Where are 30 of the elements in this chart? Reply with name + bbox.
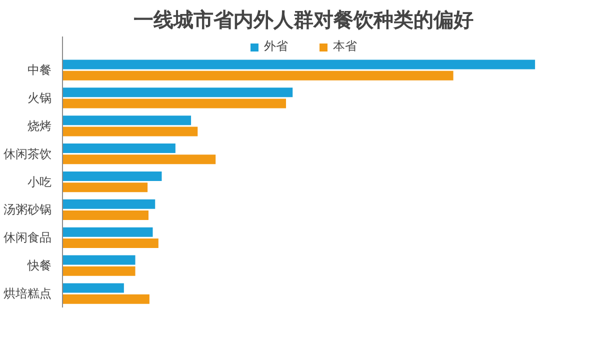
bar (62, 70, 454, 80)
bar (62, 154, 216, 164)
bar (62, 171, 162, 181)
y-tick-label: 烧烤 (28, 118, 52, 133)
bar (62, 238, 158, 248)
bar (62, 116, 192, 126)
bar (62, 144, 176, 153)
bar (62, 266, 136, 276)
bar (62, 227, 153, 237)
bar (62, 88, 293, 98)
y-tick-label: 中餐 (28, 63, 52, 78)
y-tick-label: 休闲茶饮 (4, 146, 52, 161)
bar (62, 294, 150, 304)
chart-title: 一线城市省内外人群对餐饮种类的偏好 (134, 8, 474, 32)
bar (62, 210, 149, 220)
bar (62, 126, 198, 136)
legend-label: 本省 (333, 38, 357, 55)
bar (62, 98, 286, 108)
y-tick-label: 小吃 (28, 174, 52, 189)
bar (62, 255, 136, 265)
y-tick-label: 烘培糕点 (4, 286, 52, 301)
y-tick-label: 汤粥砂锅 (4, 202, 52, 217)
bar (62, 199, 156, 209)
bar (62, 283, 124, 293)
y-tick-label: 休闲食品 (4, 230, 52, 245)
legend-label: 外省 (264, 38, 288, 55)
bar (62, 60, 536, 70)
y-tick-label: 快餐 (26, 258, 52, 273)
bar (62, 182, 148, 192)
y-tick-label: 火锅 (28, 90, 52, 105)
